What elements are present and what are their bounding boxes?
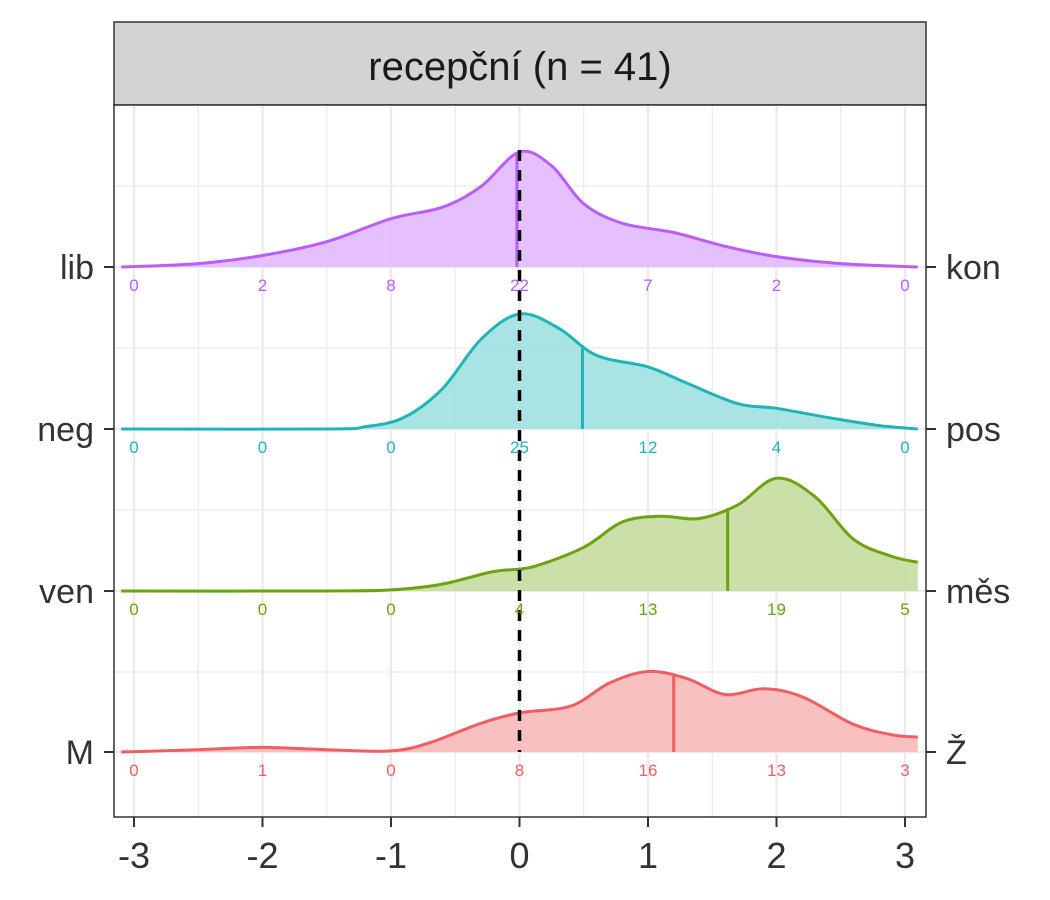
count-label: 0 [129,600,138,619]
ridge-outline [121,312,918,431]
count-label: 13 [639,600,658,619]
count-label: 8 [515,761,524,780]
count-label: 3 [900,761,909,780]
y-label-left: ven [39,573,94,611]
ridge-ven [121,476,919,593]
ridge-outline [121,149,918,269]
count-label: 0 [900,438,909,457]
count-label: 0 [129,761,138,780]
y-label-right: kon [946,249,1001,287]
x-tick-label: -3 [118,835,150,876]
y-label-left: neg [37,411,94,449]
count-label: 25 [510,438,529,457]
count-label: 19 [767,600,786,619]
y-label-left: lib [60,249,94,287]
count-label: 13 [767,761,786,780]
ridge-outline [121,476,919,593]
ridge-lib [121,149,918,269]
count-label: 0 [258,600,267,619]
count-label: 2 [258,276,267,295]
ridge-area [121,151,918,267]
count-label: 16 [639,761,658,780]
ridge-area [121,671,918,752]
count-label: 0 [386,600,395,619]
count-labels: 0 2 8 22 7 2 0 0 0 0 25 12 4 0 0 0 0 4 13 19 5 0 1 0 8 16 13 3 [129,276,909,780]
count-label: 22 [510,276,529,295]
facet-strip [113,21,927,106]
y-label-right: Ž [946,734,967,772]
x-tick-label: -2 [246,835,278,876]
x-tick-label: -1 [375,835,407,876]
count-label: 7 [643,276,652,295]
count-label: 2 [772,276,781,295]
count-label: 1 [258,761,267,780]
y-axis-right: kon pos měs Ž [926,249,1010,772]
y-label-right: pos [946,411,1001,449]
ridge-M [121,669,918,754]
count-label: 12 [639,438,658,457]
y-label-right: měs [946,573,1010,611]
count-label: 0 [386,761,395,780]
ridge-area [121,478,918,592]
count-label: 4 [772,438,781,457]
y-axis-left: lib neg ven M [37,249,114,772]
count-label: 0 [386,438,395,457]
count-label: 0 [129,276,138,295]
count-label: 5 [900,600,909,619]
count-label: 0 [900,276,909,295]
ridge-outline [121,669,918,754]
count-label: 0 [129,438,138,457]
x-tick-label: 0 [509,835,529,876]
y-label-left: M [66,734,94,772]
facet-title: recepční (n = 41) [368,45,672,89]
x-tick-label: 2 [766,835,786,876]
count-label: 8 [386,276,395,295]
count-label: 4 [515,600,524,619]
x-tick-label: 1 [638,835,658,876]
x-axis: -3 -2 -1 0 1 2 3 [118,817,915,876]
count-label: 0 [258,438,267,457]
x-tick-label: 3 [895,835,915,876]
